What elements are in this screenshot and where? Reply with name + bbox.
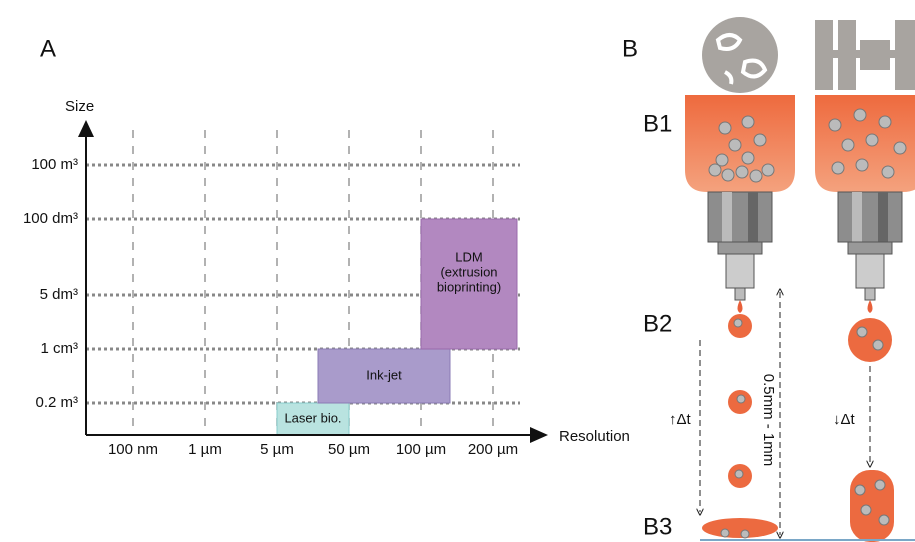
nozzle-left xyxy=(685,95,795,313)
box-label: Ink-jet xyxy=(366,367,402,382)
y-arrow xyxy=(78,120,94,137)
figure: A Size Resolution Laser bio. Ink-jet LDM(e… xyxy=(0,0,915,542)
y-tick-label: 5 dm³ xyxy=(40,286,78,303)
x-axis-label: Resolution xyxy=(559,428,630,445)
box-label: bioprinting) xyxy=(437,279,501,294)
x-tick-label: 200 µm xyxy=(468,441,518,458)
box-label: LDM xyxy=(455,249,482,264)
interval-label: ↑Δt xyxy=(669,411,692,428)
y-tick-label: 100 dm³ xyxy=(23,210,78,227)
x-tick-label: 100 nm xyxy=(108,441,158,458)
box-label: Laser bio. xyxy=(284,410,341,425)
x-arrow xyxy=(530,427,548,443)
stage-label: B1 xyxy=(643,110,672,137)
box-label: (extrusion xyxy=(440,264,497,279)
y-tick-label: 100 m³ xyxy=(31,156,78,173)
y-axis-label: Size xyxy=(65,98,94,115)
nozzle-right xyxy=(815,95,915,313)
stage-label: B3 xyxy=(643,513,672,540)
panel-label: B xyxy=(622,35,638,62)
stage-label: B2 xyxy=(643,310,672,337)
panel-label: A xyxy=(40,35,56,62)
y-tick-label: 1 cm³ xyxy=(41,340,79,357)
droplets-right xyxy=(848,318,894,542)
x-tick-label: 5 µm xyxy=(260,441,294,458)
x-tick-label: 1 µm xyxy=(188,441,222,458)
x-tick-label: 50 µm xyxy=(328,441,370,458)
earth-icon xyxy=(702,17,778,93)
y-tick-label: 0.2 m³ xyxy=(35,394,78,411)
station-icon xyxy=(815,20,915,90)
interval-label: ↓Δt xyxy=(833,411,856,428)
distance-label: 0.5mm - 1mm xyxy=(760,374,777,467)
x-tick-label: 100 µm xyxy=(396,441,446,458)
